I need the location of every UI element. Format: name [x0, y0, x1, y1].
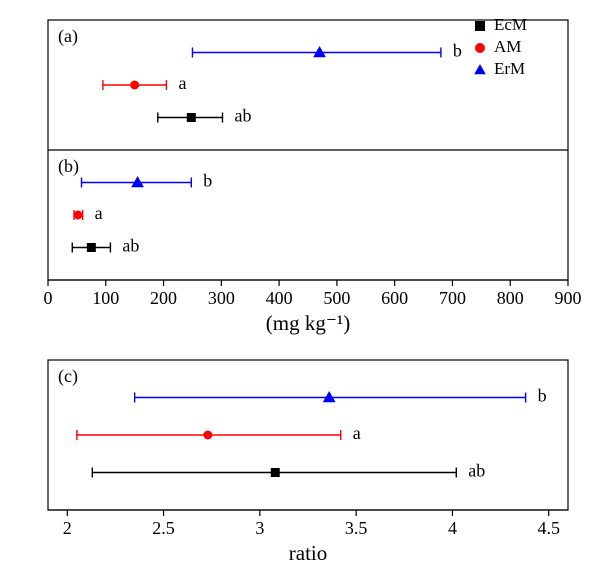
svg-text:500: 500 [323, 288, 350, 308]
svg-text:ab: ab [234, 106, 251, 126]
svg-text:AM: AM [494, 37, 521, 56]
svg-text:300: 300 [208, 288, 235, 308]
svg-text:2: 2 [63, 518, 72, 538]
panel-c: b a ab [77, 386, 547, 481]
subpanel-(a): b a ab [103, 41, 462, 126]
svg-text:(b): (b) [58, 156, 79, 177]
svg-text:a: a [95, 203, 103, 223]
svg-text:3: 3 [255, 518, 264, 538]
svg-text:a: a [178, 73, 186, 93]
svg-text:2.5: 2.5 [152, 518, 175, 538]
svg-text:ab: ab [468, 461, 485, 481]
svg-text:ratio: ratio [289, 541, 327, 565]
legend: EcM AM ErM [474, 15, 527, 78]
svg-text:600: 600 [381, 288, 408, 308]
svg-text:800: 800 [497, 288, 524, 308]
svg-text:3.5: 3.5 [345, 518, 368, 538]
svg-text:100: 100 [92, 288, 119, 308]
svg-text:EcM: EcM [494, 15, 527, 34]
svg-text:(mg kg⁻¹): (mg kg⁻¹) [266, 311, 350, 335]
svg-text:700: 700 [439, 288, 466, 308]
svg-text:0: 0 [44, 288, 53, 308]
svg-text:ErM: ErM [494, 59, 525, 78]
svg-text:4: 4 [448, 518, 457, 538]
svg-text:900: 900 [555, 288, 582, 308]
svg-text:4.5: 4.5 [537, 518, 560, 538]
svg-text:b: b [453, 41, 462, 61]
svg-text:(c): (c) [58, 366, 78, 387]
svg-text:400: 400 [266, 288, 293, 308]
subpanel-(b): b aab [72, 171, 212, 256]
svg-text:ab: ab [122, 236, 139, 256]
svg-text:a: a [353, 423, 361, 443]
svg-text:200: 200 [150, 288, 177, 308]
svg-text:b: b [203, 171, 212, 191]
svg-text:b: b [538, 386, 547, 406]
svg-text:(a): (a) [58, 26, 78, 47]
